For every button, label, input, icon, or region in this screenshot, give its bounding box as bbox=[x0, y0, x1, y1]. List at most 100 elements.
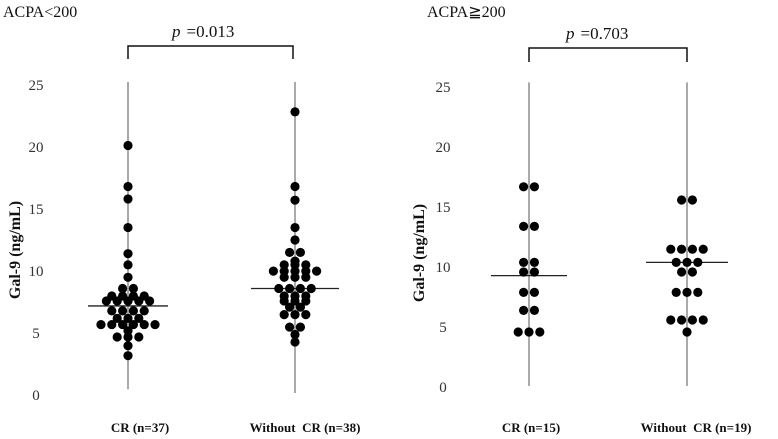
data-point bbox=[529, 257, 540, 267]
data-point bbox=[123, 140, 133, 151]
data-point bbox=[123, 313, 133, 323]
data-point bbox=[123, 272, 133, 282]
plot-area bbox=[491, 82, 728, 386]
y-axis-label: Gal-9 (ng/mL) bbox=[7, 201, 24, 299]
data-point bbox=[301, 272, 311, 282]
data-point bbox=[284, 302, 295, 312]
x-category-label: Without CR (n=38) bbox=[250, 420, 361, 435]
p-value-number: =0.013 bbox=[187, 22, 235, 41]
data-point bbox=[687, 315, 698, 325]
p-symbol: p bbox=[565, 24, 575, 43]
data-point bbox=[666, 315, 676, 325]
data-point bbox=[290, 222, 300, 233]
y-tick-label: 5 bbox=[32, 326, 40, 342]
data-point bbox=[513, 327, 523, 337]
panel-right: ACPA≧200 Gal-9 (ng/mL) 0 5 10 15 20 25 p… bbox=[411, 4, 751, 435]
data-point bbox=[128, 283, 139, 294]
data-point bbox=[529, 267, 540, 277]
data-point bbox=[279, 310, 289, 320]
data-point bbox=[123, 332, 133, 342]
data-point bbox=[117, 283, 128, 294]
data-point bbox=[123, 296, 133, 306]
data-point bbox=[279, 272, 289, 282]
p-value: p =0.013 bbox=[171, 22, 234, 41]
y-axis-label: Gal-9 (ng/mL) bbox=[411, 204, 428, 302]
data-point bbox=[107, 306, 117, 316]
data-point bbox=[535, 327, 545, 337]
significance-bracket: p =0.703 bbox=[528, 24, 688, 62]
data-point bbox=[682, 287, 692, 297]
y-tick-label: 15 bbox=[436, 200, 451, 216]
data-point bbox=[139, 319, 149, 330]
data-point bbox=[529, 182, 540, 192]
data-point bbox=[134, 296, 144, 306]
data-point bbox=[101, 296, 111, 306]
data-point bbox=[145, 296, 155, 306]
data-point bbox=[518, 221, 529, 231]
data-point bbox=[676, 267, 687, 277]
y-tick-label: 20 bbox=[436, 140, 451, 156]
data-point bbox=[295, 302, 306, 312]
data-point bbox=[290, 329, 300, 340]
data-point bbox=[290, 181, 300, 192]
data-point bbox=[671, 257, 681, 267]
data-point bbox=[290, 310, 300, 320]
data-point bbox=[682, 257, 692, 267]
y-axis: 0 5 10 15 20 25 bbox=[436, 80, 451, 396]
data-point bbox=[284, 283, 295, 294]
data-point bbox=[676, 195, 687, 205]
data-point bbox=[524, 327, 534, 337]
data-point bbox=[290, 337, 300, 347]
p-symbol: p bbox=[171, 22, 181, 41]
y-tick-label: 25 bbox=[29, 78, 44, 94]
data-point bbox=[529, 287, 540, 297]
data-point bbox=[666, 244, 676, 254]
panel-title: ACPA<200 bbox=[3, 4, 77, 21]
data-point bbox=[312, 266, 322, 276]
data-point bbox=[529, 305, 540, 315]
data-point bbox=[123, 351, 133, 361]
x-category-label: CR (n=37) bbox=[111, 420, 169, 435]
bracket-line bbox=[528, 47, 688, 62]
data-point bbox=[518, 182, 529, 192]
data-point bbox=[134, 313, 144, 323]
data-point bbox=[290, 195, 300, 205]
data-point bbox=[682, 327, 692, 337]
data-point bbox=[290, 107, 300, 117]
data-point bbox=[150, 319, 160, 330]
data-point bbox=[290, 296, 300, 306]
bracket-line bbox=[127, 45, 294, 59]
data-point bbox=[518, 287, 529, 297]
data-point bbox=[112, 332, 122, 342]
plot-area bbox=[88, 82, 339, 393]
data-point bbox=[301, 310, 311, 320]
y-tick-label: 0 bbox=[32, 388, 40, 404]
panel-title: ACPA≧200 bbox=[427, 4, 506, 21]
data-point bbox=[123, 341, 133, 351]
y-tick-label: 10 bbox=[29, 264, 44, 280]
data-point bbox=[306, 283, 316, 294]
significance-bracket: p =0.013 bbox=[127, 22, 294, 59]
data-point bbox=[693, 257, 703, 267]
data-point bbox=[301, 296, 311, 306]
data-point bbox=[295, 322, 306, 332]
x-category-label: Without CR (n=19) bbox=[641, 420, 752, 435]
data-point bbox=[123, 249, 133, 259]
data-point bbox=[134, 332, 144, 342]
y-tick-label: 20 bbox=[29, 140, 44, 156]
data-point bbox=[128, 306, 139, 316]
data-point bbox=[112, 313, 122, 323]
data-point bbox=[274, 283, 284, 294]
y-tick-label: 0 bbox=[439, 380, 447, 396]
data-point bbox=[518, 267, 529, 277]
data-point bbox=[295, 247, 306, 258]
data-point bbox=[139, 306, 149, 316]
data-point bbox=[295, 283, 306, 294]
data-point bbox=[290, 272, 300, 282]
data-point bbox=[123, 260, 133, 270]
data-point bbox=[96, 319, 106, 330]
data-point bbox=[290, 235, 300, 245]
data-point bbox=[279, 296, 289, 306]
data-point bbox=[117, 319, 128, 330]
